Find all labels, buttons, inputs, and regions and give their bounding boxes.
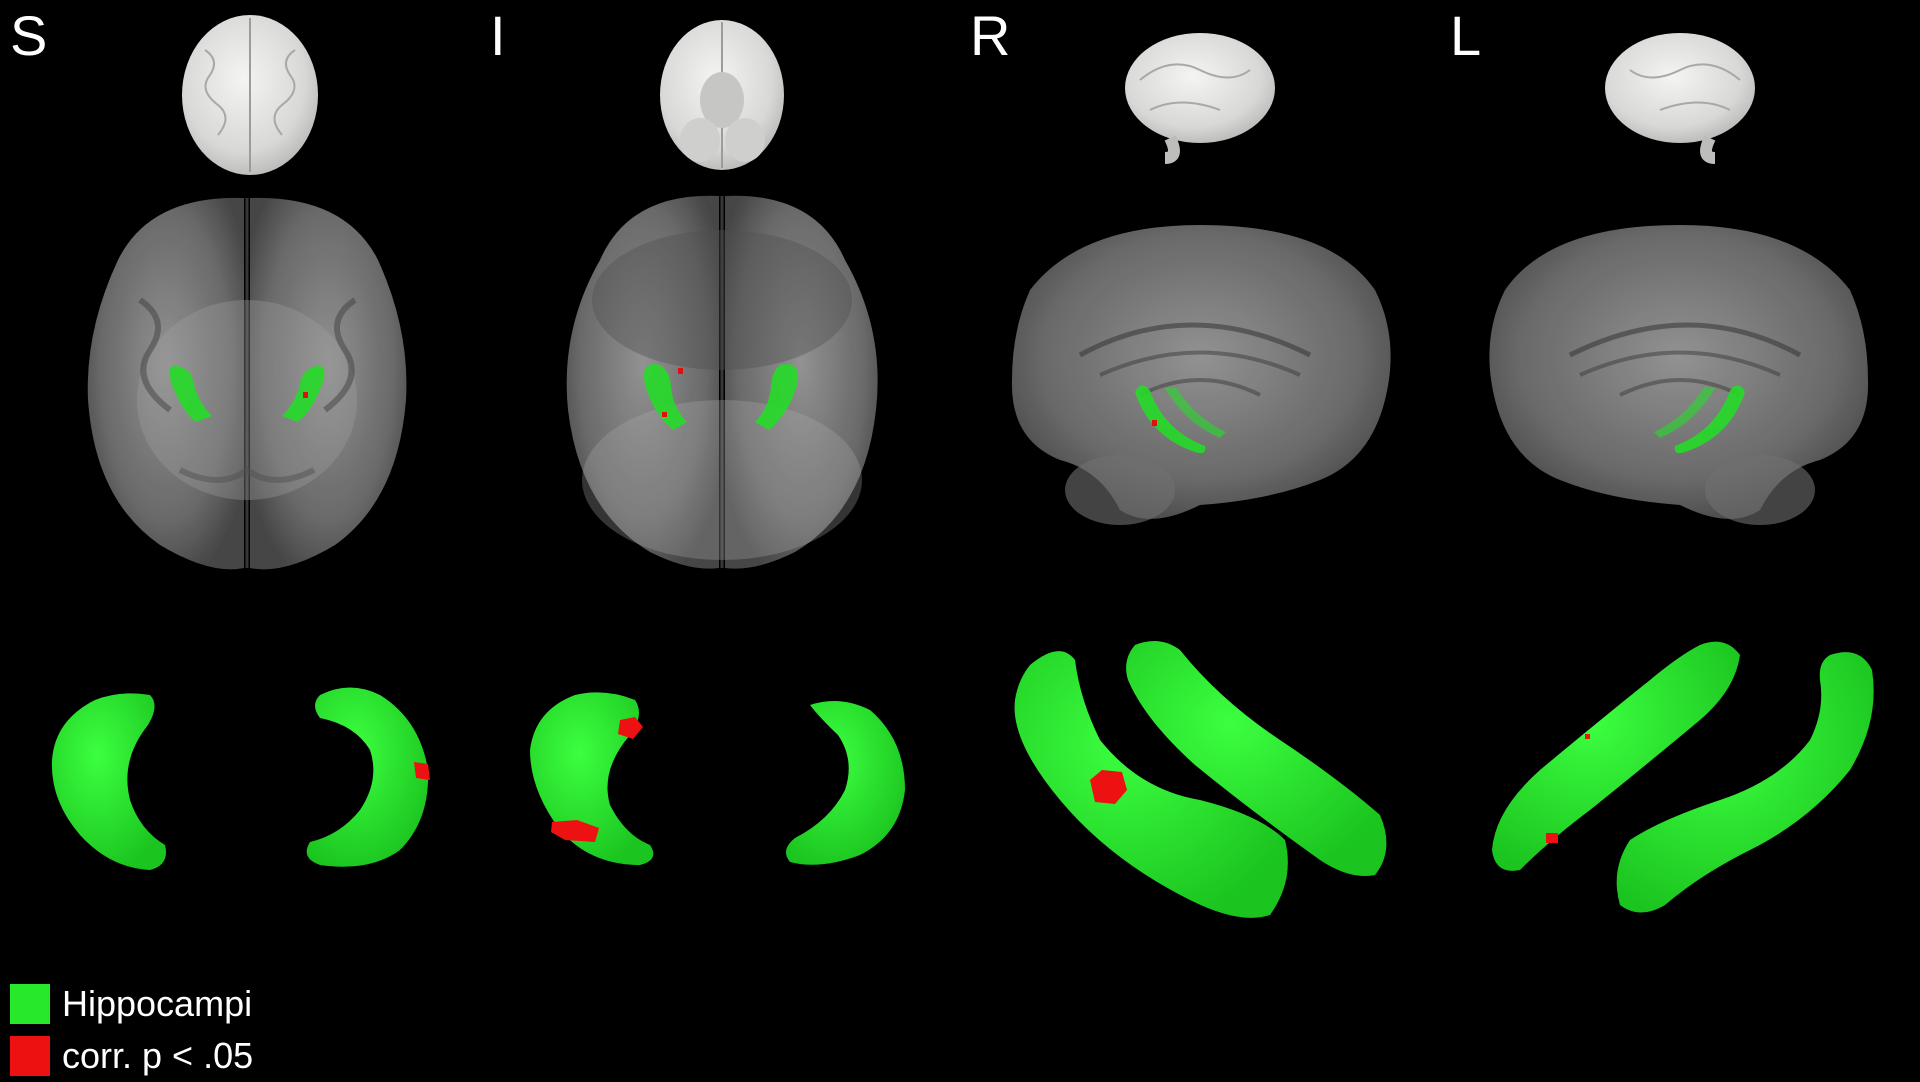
- legend-swatch-significant: [10, 1036, 50, 1076]
- small-brain-superior: [182, 15, 318, 175]
- glass-brain-left: [1489, 225, 1869, 525]
- view-label-superior: S: [10, 4, 48, 67]
- view-label-left: L: [1450, 4, 1482, 67]
- legend-label-significant: corr. p < .05: [62, 1035, 254, 1076]
- glass-brain-right: [1011, 225, 1391, 525]
- glass-brain-superior: [87, 197, 407, 570]
- glass-brain-inferior: [566, 195, 878, 569]
- view-label-inferior: I: [490, 4, 506, 67]
- legend-swatch-hippocampi: [10, 984, 50, 1024]
- small-brain-inferior: [660, 20, 784, 170]
- small-brain-right: [1125, 33, 1275, 164]
- view-label-right: R: [970, 4, 1011, 67]
- hippocampi-superior: [51, 687, 430, 870]
- hippocampi-right: [1014, 641, 1387, 918]
- legend-item-hippocampi: Hippocampi: [10, 978, 253, 1030]
- hippocampi-inferior: [530, 692, 905, 865]
- small-brain-left: [1605, 33, 1755, 164]
- legend: Hippocampi corr. p < .05: [10, 978, 253, 1082]
- legend-item-significant: corr. p < .05: [10, 1030, 253, 1082]
- hippocampi-left: [1492, 641, 1874, 913]
- legend-label-hippocampi: Hippocampi: [62, 983, 253, 1024]
